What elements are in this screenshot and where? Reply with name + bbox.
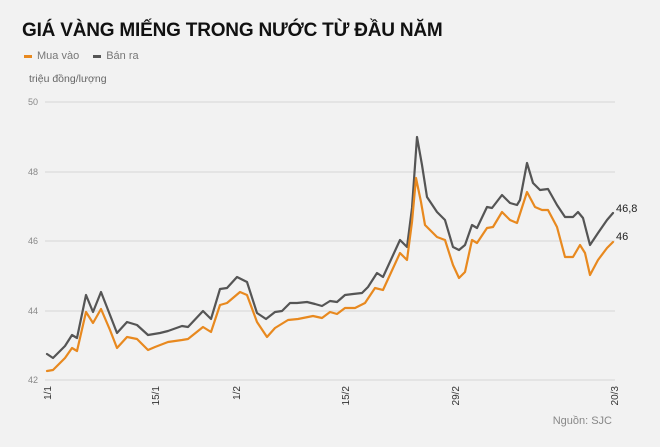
- x-tick-29-2: 29/2: [451, 386, 462, 406]
- sell-price-line: [45, 135, 615, 360]
- x-tick-1-1: 1/1: [43, 386, 54, 400]
- gridlines: [45, 101, 615, 381]
- buy-end-label: 46: [616, 231, 628, 243]
- x-axis-labels: 1/1 15/1 1/2 15/2 29/2 20/3: [43, 386, 621, 406]
- legend-label-sell: Bán ra: [106, 50, 139, 62]
- y-axis-unit: triệu đồng/lượng: [29, 73, 107, 85]
- x-tick-1-2: 1/2: [232, 386, 243, 400]
- chart-title: GIÁ VÀNG MIẾNG TRONG NƯỚC TỪ ĐẦU NĂM: [22, 20, 443, 41]
- source-note: Nguồn: SJC: [552, 415, 612, 427]
- legend-swatch-sell-icon: [93, 54, 102, 58]
- legend-item-sell: Bán ra: [93, 50, 139, 62]
- y-tick-42: 42: [28, 375, 38, 385]
- y-tick-50: 50: [28, 97, 38, 107]
- legend-swatch-buy-icon: [24, 54, 32, 58]
- y-tick-48: 48: [28, 167, 38, 177]
- legend-label-buy: Mua vào: [37, 50, 80, 62]
- y-axis-labels: 50 48 46 44 42: [28, 97, 38, 385]
- sell-end-label: 46,8: [616, 203, 637, 215]
- y-tick-46: 46: [28, 236, 38, 246]
- x-tick-20-3: 20/3: [610, 386, 621, 406]
- x-tick-15-1: 15/1: [151, 386, 162, 406]
- x-tick-15-2: 15/2: [341, 386, 352, 406]
- buy-price-line: [45, 176, 615, 373]
- y-tick-44: 44: [28, 306, 38, 316]
- legend: Mua vào Bán ra: [24, 50, 139, 62]
- legend-item-buy: Mua vào: [24, 50, 79, 62]
